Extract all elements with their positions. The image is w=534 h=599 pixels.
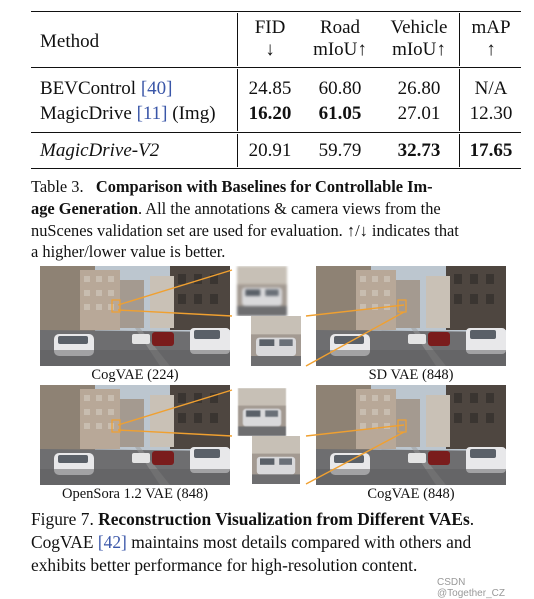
table-col-separator [237, 69, 238, 131]
row1-road: 60.80 [318, 78, 362, 99]
zoom-region-box [111, 419, 121, 433]
figure-caption-title-end: . [469, 509, 475, 529]
row1-citation[interactable]: [40] [140, 78, 173, 99]
ours-road: 59.79 [318, 140, 362, 161]
header-road: Road mIoU↑ [305, 17, 375, 61]
table-caption-line1: Table 3. Comparison with Baselines for C… [31, 176, 433, 198]
table-bottom-rule [31, 168, 521, 170]
row2-method: MagicDrive [40, 103, 132, 124]
figure-caption-cogvae: CogVAE [31, 532, 94, 552]
connector-line [305, 304, 405, 317]
panel-label: CogVAE (224) [91, 367, 179, 383]
figure-caption-line2-rest: maintains most details compared with oth… [131, 532, 472, 552]
table-top-rule [31, 11, 521, 13]
table-caption-title-a: Comparison with Baselines for Controllab… [95, 177, 433, 196]
panel-label: CogVAE (848) [367, 486, 455, 502]
table-col-separator [459, 69, 460, 131]
row2-suffix: (Img) [172, 103, 216, 124]
connector-line [305, 311, 405, 367]
row2-fid: 16.20 [248, 103, 292, 124]
table-col-separator [459, 134, 460, 167]
table-caption-title-b: age Generation [31, 199, 138, 218]
ours-map: 17.65 [469, 140, 513, 161]
figure-caption-line2: CogVAE [42] maintains most details compa… [31, 530, 471, 554]
table-caption-line4: a higher/lower value is better. [31, 242, 226, 261]
ours-vehicle: 32.73 [397, 140, 441, 161]
connector-line [117, 429, 233, 437]
header-method: Method [40, 31, 100, 52]
panel-label: OpenSora 1.2 VAE (848) [61, 486, 209, 502]
connector-line [117, 309, 233, 317]
header-vehicle-line1: Vehicle [390, 17, 448, 38]
table-col-separator [459, 13, 460, 66]
header-vehicle-line2: mIoU↑ [392, 39, 446, 60]
watermark: CSDN @Together_CZ [437, 577, 505, 599]
connector-line [117, 269, 233, 306]
header-road-line1: Road [319, 17, 361, 38]
row1-method: BEVControl [40, 78, 137, 99]
row2-citation[interactable]: [11] [136, 103, 168, 124]
table-caption-line2: age Generation. All the annotations & ca… [31, 198, 441, 220]
figure-caption-title: Reconstruction Visualization from Differ… [98, 509, 470, 529]
header-map-line1: mAP [471, 17, 511, 38]
row2-vehicle: 27.01 [397, 103, 441, 124]
table-caption-line2-rest: . All the annotations & camera views fro… [137, 199, 441, 218]
table-mid-rule [31, 132, 521, 133]
table-header-rule [31, 67, 521, 68]
figure-caption-citation[interactable]: [42] [97, 532, 127, 552]
row2-road: 61.05 [318, 103, 362, 124]
table-col-separator [237, 134, 238, 167]
ours-fid: 20.91 [248, 140, 292, 161]
connector-line [117, 389, 233, 426]
ours-method: MagicDrive-V2 [40, 140, 160, 161]
figure-caption-label: Figure 7. [31, 509, 94, 529]
table-row: BEVControl [40] [40, 78, 172, 100]
table-caption-label: Table 3. [31, 177, 84, 196]
zoom-region-box [111, 299, 121, 313]
header-fid-line1: FID [254, 17, 286, 38]
table-caption-line3: nuScenes validation set are used for eva… [31, 221, 459, 240]
figure-caption-line3: exhibits better performance for high-res… [31, 555, 418, 575]
zoom-region-box [397, 419, 407, 433]
header-fid-arrow: ↓ [265, 39, 275, 60]
header-fid: FID ↓ [240, 17, 300, 61]
row2-map: 12.30 [469, 103, 513, 124]
table-col-separator [237, 13, 238, 66]
row1-vehicle: 26.80 [397, 78, 441, 99]
connector-line [305, 431, 405, 485]
row1-map: N/A [474, 78, 508, 99]
figure-caption-line1: Figure 7. Reconstruction Visualization f… [31, 507, 474, 531]
connector-line [305, 424, 405, 437]
header-road-line2: mIoU↑ [313, 39, 367, 60]
zoom-region-box [397, 299, 407, 313]
header-map-arrow: ↑ [486, 39, 496, 60]
header-vehicle: Vehicle mIoU↑ [380, 17, 458, 61]
header-map: mAP ↑ [462, 17, 520, 61]
row1-fid: 24.85 [248, 78, 292, 99]
table-row: MagicDrive [11] (Img) [40, 103, 216, 125]
panel-label: SD VAE (848) [368, 367, 454, 383]
